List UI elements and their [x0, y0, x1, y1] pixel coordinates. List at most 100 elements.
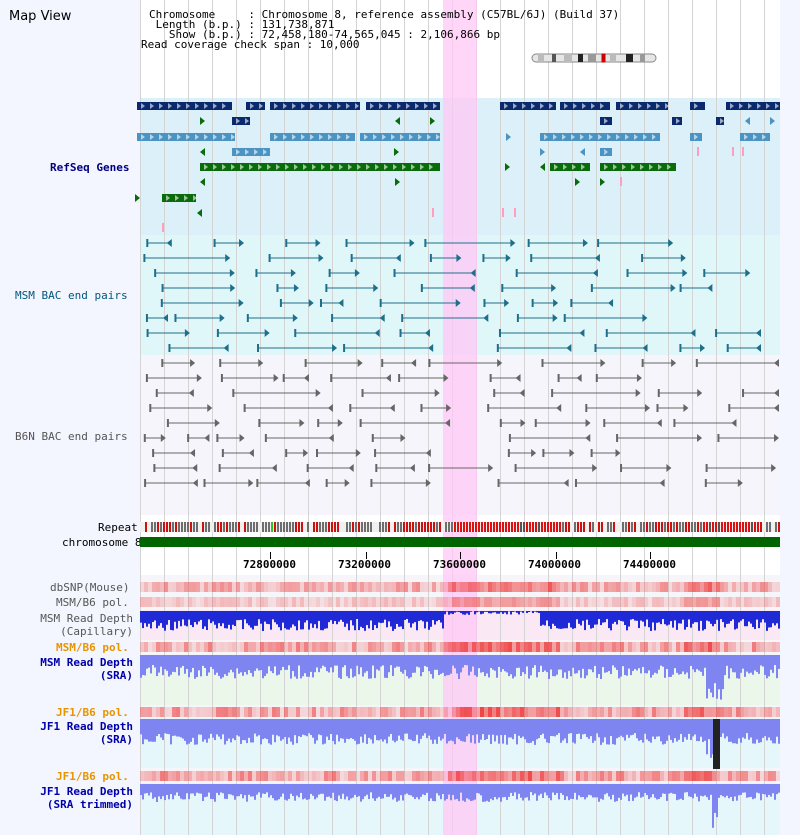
label-msm-b6-pol-1[interactable]: MSM/B6 pol. — [56, 596, 129, 609]
dbsnp-cell — [156, 582, 160, 592]
gene-strand-arrow — [429, 164, 433, 170]
depth-msm-sra-bar — [710, 655, 712, 693]
msm-pol-cell — [180, 597, 184, 607]
dbsnp-cell — [252, 582, 256, 592]
dbsnp-cell — [768, 582, 772, 592]
label-jf1-b6-pol-2[interactable]: JF1/B6 pol. — [56, 770, 129, 783]
jf1-pol-cell — [352, 707, 356, 717]
label-msm-bac-end-pairs[interactable]: MSM BAC end pairs — [15, 289, 128, 302]
gene-block — [246, 102, 265, 110]
depth-capillary-bar — [772, 611, 774, 624]
label-msm-depth-capillary[interactable]: MSM Read Depth (Capillary) — [35, 612, 133, 638]
depth-capillary-bar — [324, 611, 326, 629]
depth-jf1-trim-bar — [522, 784, 524, 801]
depth-capillary-bar — [570, 611, 572, 628]
label-chromosome[interactable]: chromosome 8 — [62, 536, 142, 549]
dbsnp-cell — [436, 582, 440, 592]
feature-arrow — [756, 329, 761, 337]
msm-bac-end — [168, 344, 171, 352]
gene-block — [550, 163, 590, 171]
depth-jf1-sra-bar — [710, 719, 712, 758]
msm-pol-cell — [188, 597, 192, 607]
label-dbsnp[interactable]: dbSNP(Mouse) — [50, 581, 130, 594]
feature-arrow — [258, 359, 264, 367]
msm-bac-end — [420, 284, 423, 292]
repeat-stripe — [178, 522, 180, 532]
chromosome-bar[interactable] — [140, 537, 780, 547]
msm-pol-cell — [756, 597, 760, 607]
depth-capillary-bar — [220, 611, 222, 627]
jf1-pol2-cell — [684, 771, 688, 781]
depth-jf1-trim-bar — [694, 784, 696, 794]
label-msm-b6-pol-2[interactable]: MSM/B6 pol. — [56, 641, 129, 654]
selected-region-highlight[interactable] — [443, 0, 477, 835]
b6n-bac-end — [161, 359, 164, 367]
depth-jf1-trim-bar — [428, 784, 430, 802]
label-msm-depth-sra[interactable]: MSM Read Depth (SRA) — [35, 656, 133, 682]
jf1-pol2-cell — [356, 771, 360, 781]
feature-arrow — [600, 359, 606, 367]
depth-jf1-sra-bar — [296, 719, 298, 744]
repeat-stripe — [529, 522, 531, 532]
depth-jf1-trim-bar — [468, 784, 470, 800]
feature-arrow — [239, 434, 245, 442]
label-refseq-genes[interactable]: RefSeq Genes — [50, 161, 130, 174]
repeat-stripe — [250, 522, 252, 532]
label-b6n-bac-end-pairs[interactable]: B6N BAC end pairs — [15, 430, 128, 443]
jf1-pol-cell — [228, 707, 232, 717]
depth-capillary-bar — [460, 611, 462, 614]
jf1-pol-cell — [716, 707, 720, 717]
msm-pol-cell — [148, 597, 152, 607]
label-jf1-depth-sra[interactable]: JF1 Read Depth (SRA) — [35, 720, 133, 746]
depth-jf1-sra-bar — [396, 719, 398, 741]
repeat-stripe — [442, 522, 444, 532]
repeat-stripe — [457, 522, 459, 532]
jf1-pol2-cell — [696, 771, 700, 781]
b6n-bac-end — [428, 464, 431, 472]
jf1-pol-cell — [696, 707, 700, 717]
depth-msm-sra-bar — [682, 655, 684, 672]
depth-jf1-trim-bar — [748, 784, 750, 798]
jf1-pol-cell — [672, 707, 676, 717]
depth-capillary-bar — [390, 611, 392, 627]
depth-jf1-sra-bar — [484, 719, 486, 741]
jf1-pol2-cell — [736, 771, 740, 781]
depth-jf1-sra-bar — [650, 719, 652, 743]
msm-pol-cell — [140, 597, 144, 607]
dbsnp-cell — [188, 582, 192, 592]
gene-strand-arrow — [175, 195, 179, 201]
msm-pol2-cell — [188, 642, 192, 652]
depth-jf1-sra-bar — [422, 719, 424, 736]
depth-jf1-sra-bar — [620, 719, 622, 736]
depth-jf1-sra-bar — [520, 719, 522, 738]
dbsnp-cell — [428, 582, 432, 592]
label-jf1-b6-pol-1[interactable]: JF1/B6 pol. — [56, 706, 129, 719]
feature-arrow — [737, 479, 743, 487]
msm-pol-cell — [464, 597, 468, 607]
depth-jf1-trim-bar — [190, 784, 192, 794]
jf1-pol-cell — [484, 707, 488, 717]
depth-msm-sra-bar — [626, 655, 628, 676]
depth-capillary-bar — [284, 611, 286, 629]
b6n-bac-end — [144, 479, 147, 487]
depth-jf1-sra-bar — [154, 719, 156, 742]
depth-jf1-trim-bar — [530, 784, 532, 793]
repeat-stripe — [586, 522, 588, 532]
depth-jf1-trim-bar — [350, 784, 352, 799]
depth-jf1-sra-bar — [592, 719, 594, 743]
label-jf1-depth-trimmed[interactable]: JF1 Read Depth (SRA trimmed) — [35, 785, 133, 811]
depth-msm-sra-bar — [740, 655, 742, 673]
msm-pol-cell — [428, 597, 432, 607]
depth-msm-sra-bar — [724, 655, 726, 676]
gene-strand-arrow — [400, 134, 404, 140]
label-repeat[interactable]: Repeat — [98, 521, 138, 534]
repeat-stripe — [292, 522, 294, 532]
b6n-bac-end — [306, 464, 309, 472]
depth-jf1-sra-bar — [636, 719, 638, 739]
msm-pol-cell — [424, 597, 428, 607]
depth-jf1-trim-bar — [664, 784, 666, 794]
feature-arrow — [585, 434, 591, 442]
depth-msm-sra-bar — [490, 655, 492, 668]
chromosome-ideogram[interactable] — [530, 53, 658, 63]
